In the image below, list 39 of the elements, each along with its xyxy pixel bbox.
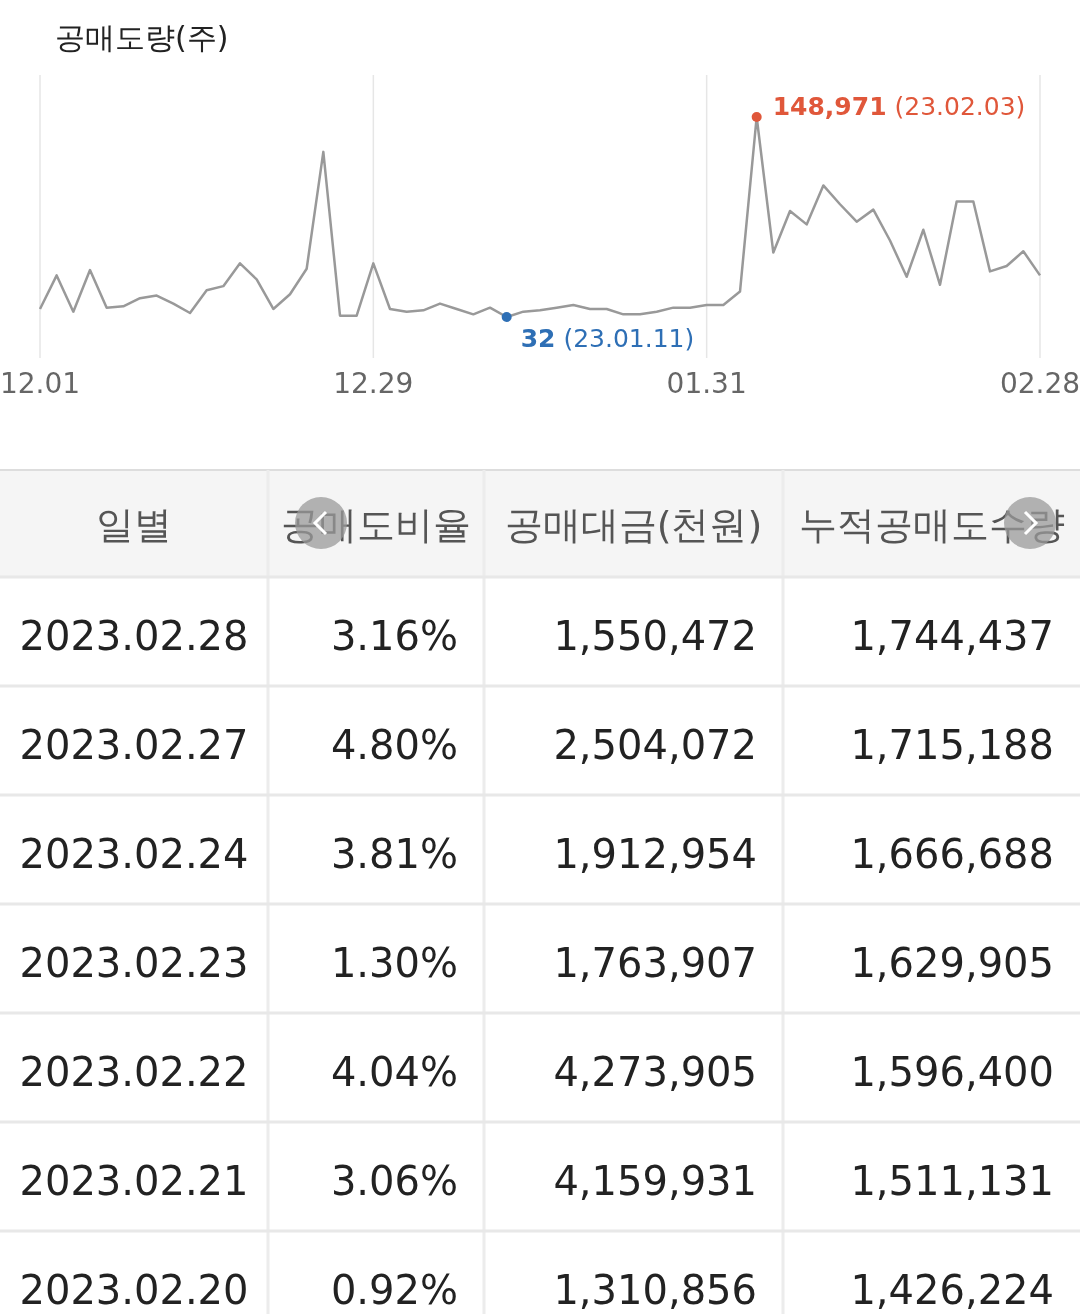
- text: 1.30%: [330, 940, 458, 986]
- y-axis-title: 공매도량(주): [55, 20, 229, 55]
- text: 3.16%: [330, 613, 458, 659]
- text: 1,511,131: [850, 1158, 1054, 1204]
- text: 2,504,072: [553, 722, 757, 768]
- category-label: 공매대금(천원): [504, 503, 763, 547]
- text: 1,550,472: [553, 613, 757, 659]
- text: 1,912,954: [553, 831, 757, 877]
- text: 0.92%: [330, 1267, 458, 1313]
- text: 4,273,905: [553, 1049, 757, 1095]
- text: 2023.02.28: [19, 613, 249, 659]
- text: 4.04%: [330, 1049, 458, 1095]
- x-tick-label: 12.01: [0, 367, 81, 400]
- x-tick-label: 12.29: [333, 367, 414, 400]
- category-label: 일별: [96, 503, 172, 547]
- text: 1,310,856: [553, 1267, 757, 1313]
- category-label: 공매도비율: [281, 503, 471, 547]
- x-tick-label: 02.28: [999, 367, 1080, 400]
- text: 4,159,931: [553, 1158, 757, 1204]
- text: 1,426,224: [850, 1267, 1054, 1313]
- data-label: 148,971 (23.02.03): [772, 92, 1026, 121]
- category-label: 누적공매도수량: [798, 503, 1065, 547]
- text: 1,744,437: [850, 613, 1054, 659]
- text: 1,629,905: [850, 940, 1054, 986]
- text: 3.06%: [330, 1158, 458, 1204]
- text: 1,763,907: [553, 940, 757, 986]
- text: 2023.02.22: [19, 1049, 249, 1095]
- text: 2023.02.27: [19, 722, 249, 768]
- text: 1,596,400: [850, 1049, 1054, 1095]
- text: 3.81%: [330, 831, 458, 877]
- text: 2023.02.23: [19, 940, 249, 986]
- data-label: 32 (23.01.11): [520, 324, 695, 353]
- text: 4.80%: [330, 722, 458, 768]
- x-tick-label: 01.31: [666, 367, 747, 400]
- text: 1,715,188: [850, 722, 1054, 768]
- text: 2023.02.24: [19, 831, 249, 877]
- text: 2023.02.20: [19, 1267, 249, 1313]
- text: 1,666,688: [850, 831, 1054, 877]
- text: 2023.02.21: [19, 1158, 249, 1204]
